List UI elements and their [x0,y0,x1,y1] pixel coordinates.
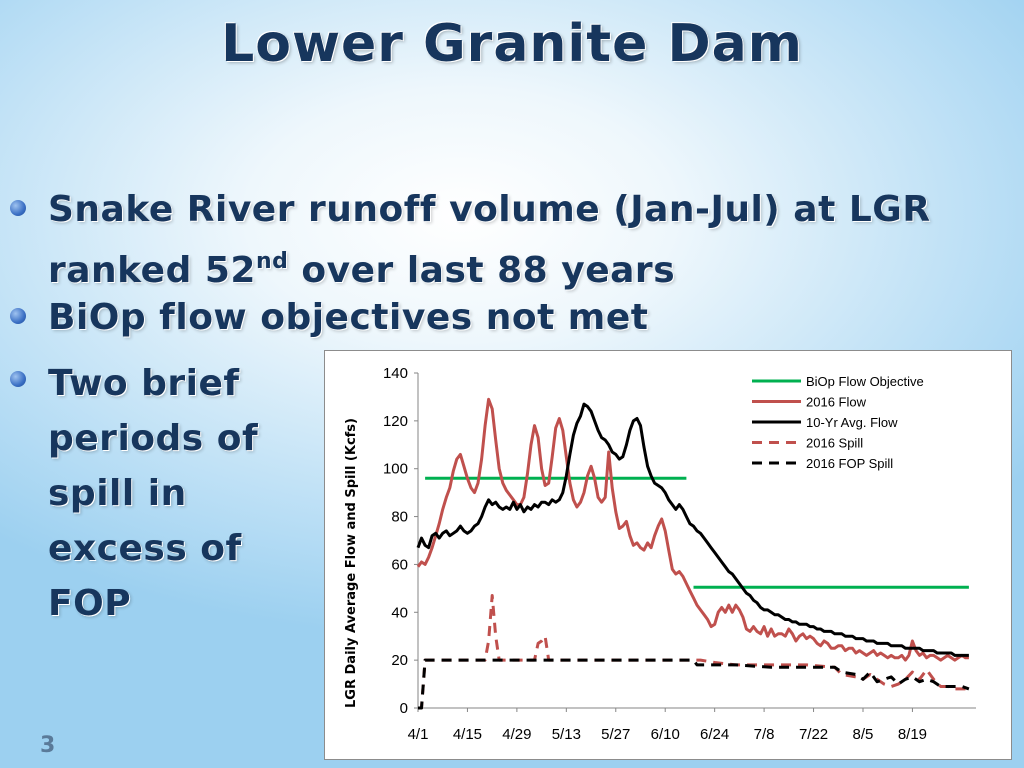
bullet-spill: Two brief periods of spill in excess of … [48,356,258,631]
y-tick-label: 60 [391,556,408,573]
x-tick-label: 7/8 [754,726,775,743]
bullet-dot-icon [10,308,26,324]
x-tick-label: 4/29 [502,726,531,743]
bullet-dot-icon [10,371,26,387]
bullet-spill-line: periods of [48,418,259,459]
y-tick-label: 20 [391,652,408,669]
legend-label-fop: 2016 FOP Spill [806,456,893,471]
x-tick-label: 7/22 [799,726,828,743]
page-number: 3 [40,733,56,758]
x-tick-label: 8/19 [898,726,927,743]
legend-label-spill2016: 2016 Spill [806,436,863,451]
legend-label-avg10: 10-Yr Avg. Flow [806,415,898,430]
x-tick-label: 5/27 [601,726,630,743]
bullet-spill-line: excess of [48,528,242,569]
legend-label-biop: BiOp Flow Objective [806,374,924,389]
series-spill2016 [418,594,969,710]
bullet-spill-line: Two brief [48,363,240,404]
bullet-runoff-line1: Snake River runoff volume (Jan-Jul) at L… [48,189,931,230]
x-tick-label: 5/13 [552,726,581,743]
y-tick-label: 80 [391,509,408,526]
y-tick-label: 100 [383,461,408,478]
x-tick-label: 4/1 [408,726,429,743]
x-tick-label: 6/24 [700,726,729,743]
y-axis-label: LGR Daily Average Flow and Spill (Kcfs) [344,418,359,708]
y-tick-label: 120 [383,413,408,430]
slide-title: Lower Granite Dam [221,14,803,74]
y-tick-label: 0 [400,700,408,717]
bullet-spill-line: spill in [48,473,187,514]
y-tick-label: 140 [383,365,408,382]
bullet-dot-icon [10,200,26,216]
series-fop [418,658,970,710]
series-flow2016 [416,397,969,662]
x-tick-label: 8/5 [853,726,874,743]
bullet-biop: BiOp flow objectives not met [48,297,649,338]
x-tick-label: 4/15 [453,726,482,743]
x-tick-label: 6/10 [651,726,680,743]
flow-chart: LGR Daily Average Flow and Spill (Kcfs) … [324,350,1012,760]
bullet-runoff: Snake River runoff volume (Jan-Jul) at L… [48,184,931,297]
flow-chart-svg: LGR Daily Average Flow and Spill (Kcfs) … [344,365,976,743]
legend-label-flow2016: 2016 Flow [806,395,867,410]
bullet-runoff-line2: ranked 52nd over last 88 years [48,249,676,291]
series-avg10 [416,402,969,657]
bullet-spill-line: FOP [48,583,132,624]
y-tick-label: 40 [391,604,408,621]
